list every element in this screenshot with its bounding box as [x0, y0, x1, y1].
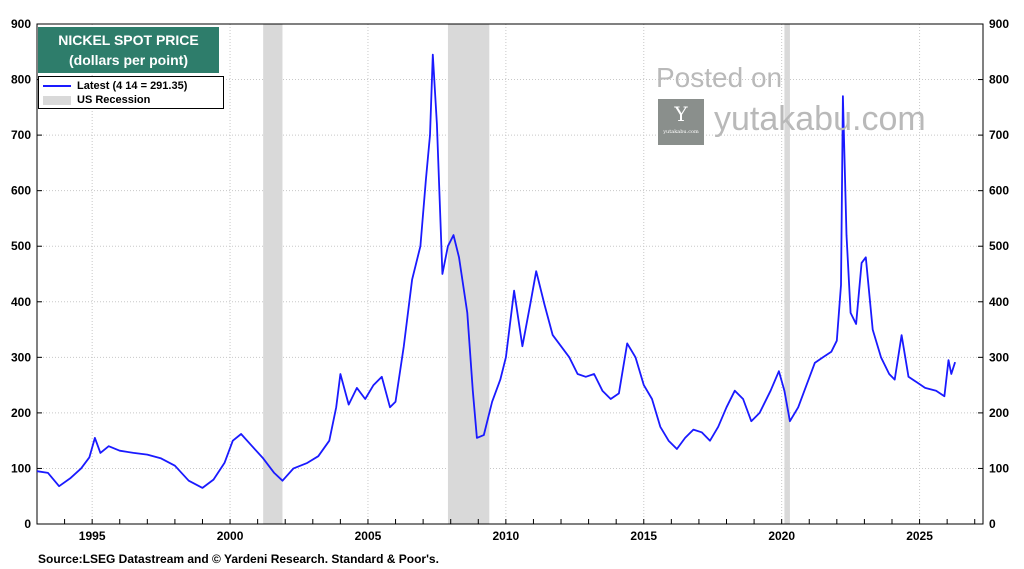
y-tick-label-right: 200 — [989, 406, 1009, 420]
y-tick-label-right: 300 — [989, 350, 1009, 364]
y-tick-label-left: 200 — [11, 406, 31, 420]
nickel-price-line — [36, 53, 956, 489]
legend-line-swatch — [43, 85, 71, 87]
y-tick-label-right: 500 — [989, 239, 1009, 253]
x-axis: 1995 2000 2005 2010 2015 2020 2025 — [36, 519, 976, 543]
x-tick-label: 2000 — [217, 529, 244, 543]
y-tick-label-left: 0 — [24, 517, 31, 531]
y-tick-label-right: 400 — [989, 295, 1009, 309]
legend-recession-label: US Recession — [77, 94, 151, 106]
x-tick-label: 2015 — [630, 529, 657, 543]
y-axis-left: 0 100 200 300 400 500 600 700 800 900 — [11, 17, 42, 531]
recession-bands — [263, 24, 790, 524]
watermark-logo-caption: yutakabu.com — [663, 129, 699, 135]
plot-frame — [36, 23, 984, 525]
x-tick-label: 2020 — [768, 529, 795, 543]
recession-band — [784, 24, 790, 524]
y-tick-label-left: 800 — [11, 73, 31, 87]
chart-title-box: NICKEL SPOT PRICE (dollars per point) — [38, 27, 219, 73]
watermark-site: yutakabu.com — [714, 100, 926, 138]
x-tick-label: 2025 — [906, 529, 933, 543]
y-tick-label-right: 0 — [989, 517, 996, 531]
legend-latest-label: Latest (4 14 = 291.35) — [77, 80, 188, 92]
legend: Latest (4 14 = 291.35) US Recession — [38, 76, 224, 109]
y-tick-label-left: 500 — [11, 239, 31, 253]
y-tick-label-right: 900 — [989, 17, 1009, 31]
y-tick-label-left: 600 — [11, 184, 31, 198]
source-note: Source:LSEG Datastream and © Yardeni Res… — [38, 552, 439, 566]
recession-band — [263, 24, 283, 524]
y-tick-label-right: 100 — [989, 461, 1009, 475]
legend-item-recession: US Recession — [43, 93, 150, 107]
x-tick-label: 1995 — [79, 529, 106, 543]
watermark-logo: Y yutakabu.com — [658, 99, 704, 145]
chart-title: NICKEL SPOT PRICE — [58, 32, 199, 48]
grid-lines — [37, 24, 983, 524]
watermark-posted-on: Posted on — [656, 62, 783, 93]
legend-item-latest: Latest (4 14 = 291.35) — [43, 79, 187, 93]
chart-subtitle: (dollars per point) — [69, 52, 188, 68]
y-tick-label-right: 800 — [989, 73, 1009, 87]
y-tick-label-left: 100 — [11, 461, 31, 475]
recession-band — [447, 24, 490, 524]
y-tick-label-right: 600 — [989, 184, 1009, 198]
y-tick-label-left: 700 — [11, 128, 31, 142]
y-tick-label-right: 700 — [989, 128, 1009, 142]
x-tick-label: 2010 — [493, 529, 520, 543]
y-tick-label-left: 300 — [11, 350, 31, 364]
legend-recession-swatch — [43, 95, 71, 105]
y-tick-label-left: 900 — [11, 17, 31, 31]
y-axis-right: 0 100 200 300 400 500 600 700 800 900 — [978, 17, 1009, 531]
x-tick-label: 2005 — [355, 529, 382, 543]
y-tick-label-left: 400 — [11, 295, 31, 309]
watermark-logo-glyph: Y — [674, 102, 688, 126]
